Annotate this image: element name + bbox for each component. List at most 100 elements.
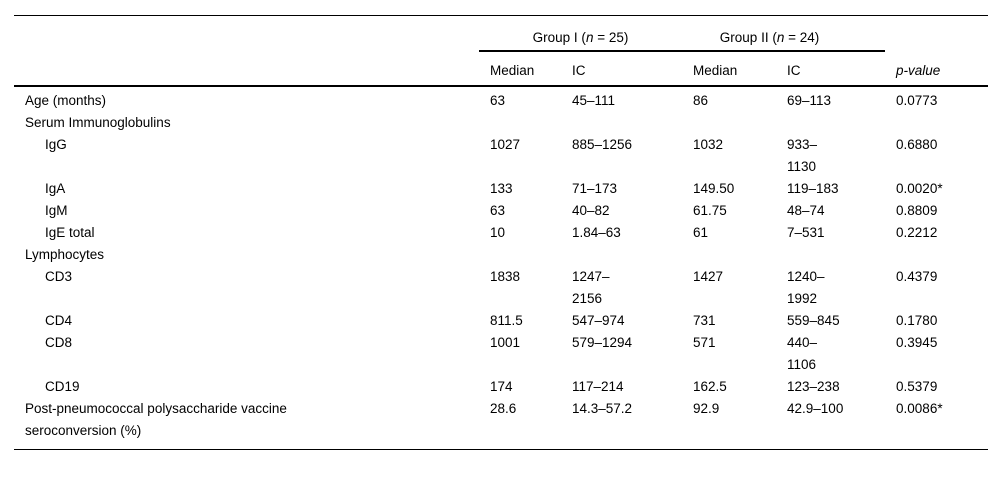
g1-median-cell: 1838 [490, 269, 521, 284]
row-label: Age (months) [25, 93, 107, 108]
group1-n-symbol: n [585, 30, 594, 45]
g1-ic-cell [561, 244, 682, 266]
group1-prefix: Group I ( [532, 30, 586, 45]
pvalue-cell [885, 112, 988, 134]
g2-median-cell: 61.75 [693, 203, 727, 218]
g2-ic-cell [776, 244, 885, 266]
col-median-group1: Median [479, 51, 561, 87]
pvalue-spacer-cell [885, 15, 989, 51]
g2-ic-cell: 119–183 [787, 181, 839, 196]
table-row-cd4: CD4 811.5 547–974 731 559–845 0.1780 [14, 310, 988, 332]
g1-ic-cell: 117–214 [572, 379, 624, 394]
g2-median-cell: 149.50 [693, 181, 735, 196]
g1-median-cell: 28.6 [479, 398, 561, 450]
g1-median-cell: 133 [490, 181, 513, 196]
g1-ic-cell: 71–173 [572, 181, 618, 196]
row-label: IgA [45, 181, 66, 196]
pvalue-cell: 0.0086* [885, 398, 989, 450]
g1-median-cell: 63 [490, 93, 506, 108]
g1-median-cell: 10 [490, 225, 506, 240]
g2-median-cell: 162.5 [693, 379, 727, 394]
g2-ic-cell: 42.9–100 [776, 398, 886, 450]
g1-ic-cell: 1247– 2156 [572, 269, 610, 306]
g2-ic-cell: 1240– 1992 [787, 269, 825, 306]
table-row-cd8: CD8 1001 579–1294 571 440– 1106 0.3945 [14, 332, 988, 376]
g1-ic-cell: 547–974 [572, 313, 625, 328]
pvalue-cell: 0.1780 [896, 313, 938, 328]
g2-median-cell: 61 [693, 225, 709, 240]
table-row-cd3: CD3 1838 1247– 2156 1427 1240– 1992 0.43… [14, 266, 988, 310]
table-row-igg: IgG 1027 885–1256 1032 933– 1130 0.6880 [14, 134, 988, 178]
corner-cell [14, 15, 479, 51]
pvalue-cell: 0.2212 [896, 225, 938, 240]
g1-median-cell: 1001 [490, 335, 521, 350]
g2-ic-cell: 69–113 [787, 93, 832, 108]
g2-ic-cell: 933– 1130 [787, 137, 818, 174]
col-median-group2: Median [682, 51, 777, 87]
col-ic-group1: IC [561, 51, 683, 87]
g2-ic-cell: 123–238 [787, 379, 840, 394]
g1-ic-cell: 45–111 [572, 93, 616, 108]
group1-header: Group I (n = 25) [479, 15, 683, 52]
g2-median-cell: 571 [693, 335, 716, 350]
pvalue-cell: 0.0020* [896, 181, 943, 196]
table-row-igm: IgM 63 40–82 61.75 48–74 0.8809 [14, 200, 988, 222]
section-label: Lymphocytes [25, 247, 105, 262]
section-row-lymphocytes: Lymphocytes [14, 244, 988, 266]
g1-ic-cell: 40–82 [572, 203, 610, 218]
g1-median-cell: 811.5 [490, 313, 523, 328]
group2-n-symbol: n [776, 30, 785, 45]
g2-ic-cell: 440– 1106 [787, 335, 818, 372]
g1-ic-cell: 1.84–63 [572, 225, 621, 240]
g1-median-cell [479, 112, 561, 134]
g2-median-cell [682, 112, 776, 134]
pvalue-cell: 0.4379 [896, 269, 938, 284]
pvalue-cell: 0.0773 [896, 93, 938, 108]
g2-median-cell [682, 244, 776, 266]
g2-ic-cell: 7–531 [787, 225, 825, 240]
g2-median-cell: 86 [693, 93, 709, 108]
table-row-ige-total: IgE total 10 1.84–63 61 7–531 0.2212 [14, 222, 988, 244]
col-pvalue: p-value [885, 51, 989, 87]
table-row-iga: IgA 133 71–173 149.50 119–183 0.0020* [14, 178, 988, 200]
g1-median-cell: 174 [490, 379, 513, 394]
table-row-cd19: CD19 174 117–214 162.5 123–238 0.5379 [14, 376, 988, 398]
row-label: CD4 [45, 313, 73, 328]
g2-ic-cell [776, 112, 885, 134]
table-row-age: Age (months) 63 45–111 86 69–113 0.0773 [14, 86, 988, 112]
group2-header: Group II (n = 24) [682, 15, 886, 52]
g1-median-cell: 63 [490, 203, 506, 218]
g1-ic-cell [561, 112, 682, 134]
g1-ic-cell: 885–1256 [572, 137, 633, 152]
group1-suffix: = 25) [593, 30, 629, 45]
g1-median-cell [479, 244, 561, 266]
row-label: CD19 [45, 379, 80, 394]
section-label: Serum Immunoglobulins [25, 115, 171, 130]
pvalue-cell [885, 244, 988, 266]
table-body: Age (months) 63 45–111 86 69–113 0.0773 … [14, 86, 989, 450]
pvalue-cell: 0.3945 [896, 335, 938, 350]
g2-median-cell: 92.9 [682, 398, 777, 450]
pvalue-cell: 0.8809 [896, 203, 938, 218]
pvalue-cell: 0.5379 [896, 379, 938, 394]
table-row-vaccine-seroconversion: Post-pneumococcal polysaccharide vaccine… [14, 398, 989, 450]
row-label: IgM [45, 203, 68, 218]
g2-ic-cell: 48–74 [787, 203, 825, 218]
g1-ic-cell: 14.3–57.2 [561, 398, 683, 450]
col-ic-group2: IC [776, 51, 886, 87]
g2-ic-cell: 559–845 [787, 313, 840, 328]
column-header-row: Median IC Median IC p-value [14, 51, 989, 87]
table-header: Group I (n = 25) Group II (n = 24) Media… [14, 15, 989, 87]
results-table: Group I (n = 25) Group II (n = 24) Media… [14, 15, 989, 450]
g1-ic-cell: 579–1294 [572, 335, 633, 350]
g2-median-cell: 1032 [693, 137, 724, 152]
section-row-serum-immunoglobulins: Serum Immunoglobulins [14, 112, 988, 134]
g2-median-cell: 1427 [693, 269, 724, 284]
group2-prefix: Group II ( [719, 30, 777, 45]
row-label: Post-pneumococcal polysaccharide vaccine… [14, 398, 479, 450]
group2-suffix: = 24) [784, 30, 820, 45]
row-label: CD8 [45, 335, 73, 350]
pvalue-cell: 0.6880 [896, 137, 938, 152]
row-label: CD3 [45, 269, 73, 284]
g1-median-cell: 1027 [490, 137, 521, 152]
